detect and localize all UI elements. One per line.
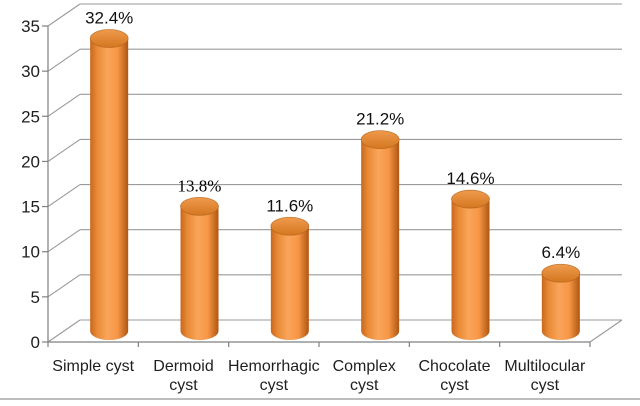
data-label: 11.6% xyxy=(266,196,313,215)
value-axis-label: 0 xyxy=(31,333,40,352)
value-axis-label: 25 xyxy=(21,107,40,126)
data-label: 6.4% xyxy=(541,243,580,262)
bar-cylinder-body xyxy=(180,206,219,340)
value-axis-label: 35 xyxy=(21,17,40,36)
value-axis-label: 5 xyxy=(31,288,40,307)
bar-cylinder-top xyxy=(180,197,219,216)
category-label: cyst xyxy=(440,377,469,394)
gridline-connector xyxy=(47,48,81,72)
value-axis-label: 15 xyxy=(21,198,40,217)
floor-right-edge xyxy=(589,319,623,343)
category-label: cyst xyxy=(531,377,560,394)
bar-cylinder-body xyxy=(361,139,400,340)
category-label: Complex xyxy=(333,358,396,375)
value-axis-label: 10 xyxy=(21,243,40,262)
gridline-connector xyxy=(47,229,81,253)
gridline-connector xyxy=(47,93,81,117)
category-label: cyst xyxy=(260,377,289,394)
bar-cylinder-body xyxy=(90,38,129,341)
bar-cylinder-top xyxy=(270,216,310,236)
bar-cylinder-top xyxy=(541,263,581,283)
category-label: cyst xyxy=(169,377,198,394)
bar-cylinder-top xyxy=(360,130,400,149)
gridline-connector xyxy=(47,3,81,27)
bar-cylinder-top xyxy=(451,189,490,209)
category-label: cyst xyxy=(350,377,379,394)
bar-cylinder-body xyxy=(270,226,309,340)
data-label: 21.2% xyxy=(356,110,404,129)
gridline-connector xyxy=(47,138,81,162)
category-label: Simple cyst xyxy=(52,358,134,375)
data-label: 32.4% xyxy=(85,8,133,27)
bottom-border-line xyxy=(0,398,640,400)
value-axis-label: 30 xyxy=(21,62,40,81)
data-label: 13.8% xyxy=(178,176,222,195)
bar-cylinder-body xyxy=(541,273,580,340)
category-label: Dermoid xyxy=(153,358,213,375)
gridline-connector xyxy=(47,274,81,298)
bar-cylinder-body xyxy=(451,199,490,340)
category-label: Multilocular xyxy=(504,358,586,375)
bar-cylinder-top xyxy=(89,29,129,48)
data-label: 14.6% xyxy=(446,169,494,188)
gridline-connector xyxy=(47,184,81,208)
category-label: Hemorrhagic xyxy=(228,358,320,375)
category-label: Chocolate xyxy=(418,358,490,375)
gridline-connector xyxy=(47,319,81,343)
value-axis-label: 20 xyxy=(21,152,40,171)
